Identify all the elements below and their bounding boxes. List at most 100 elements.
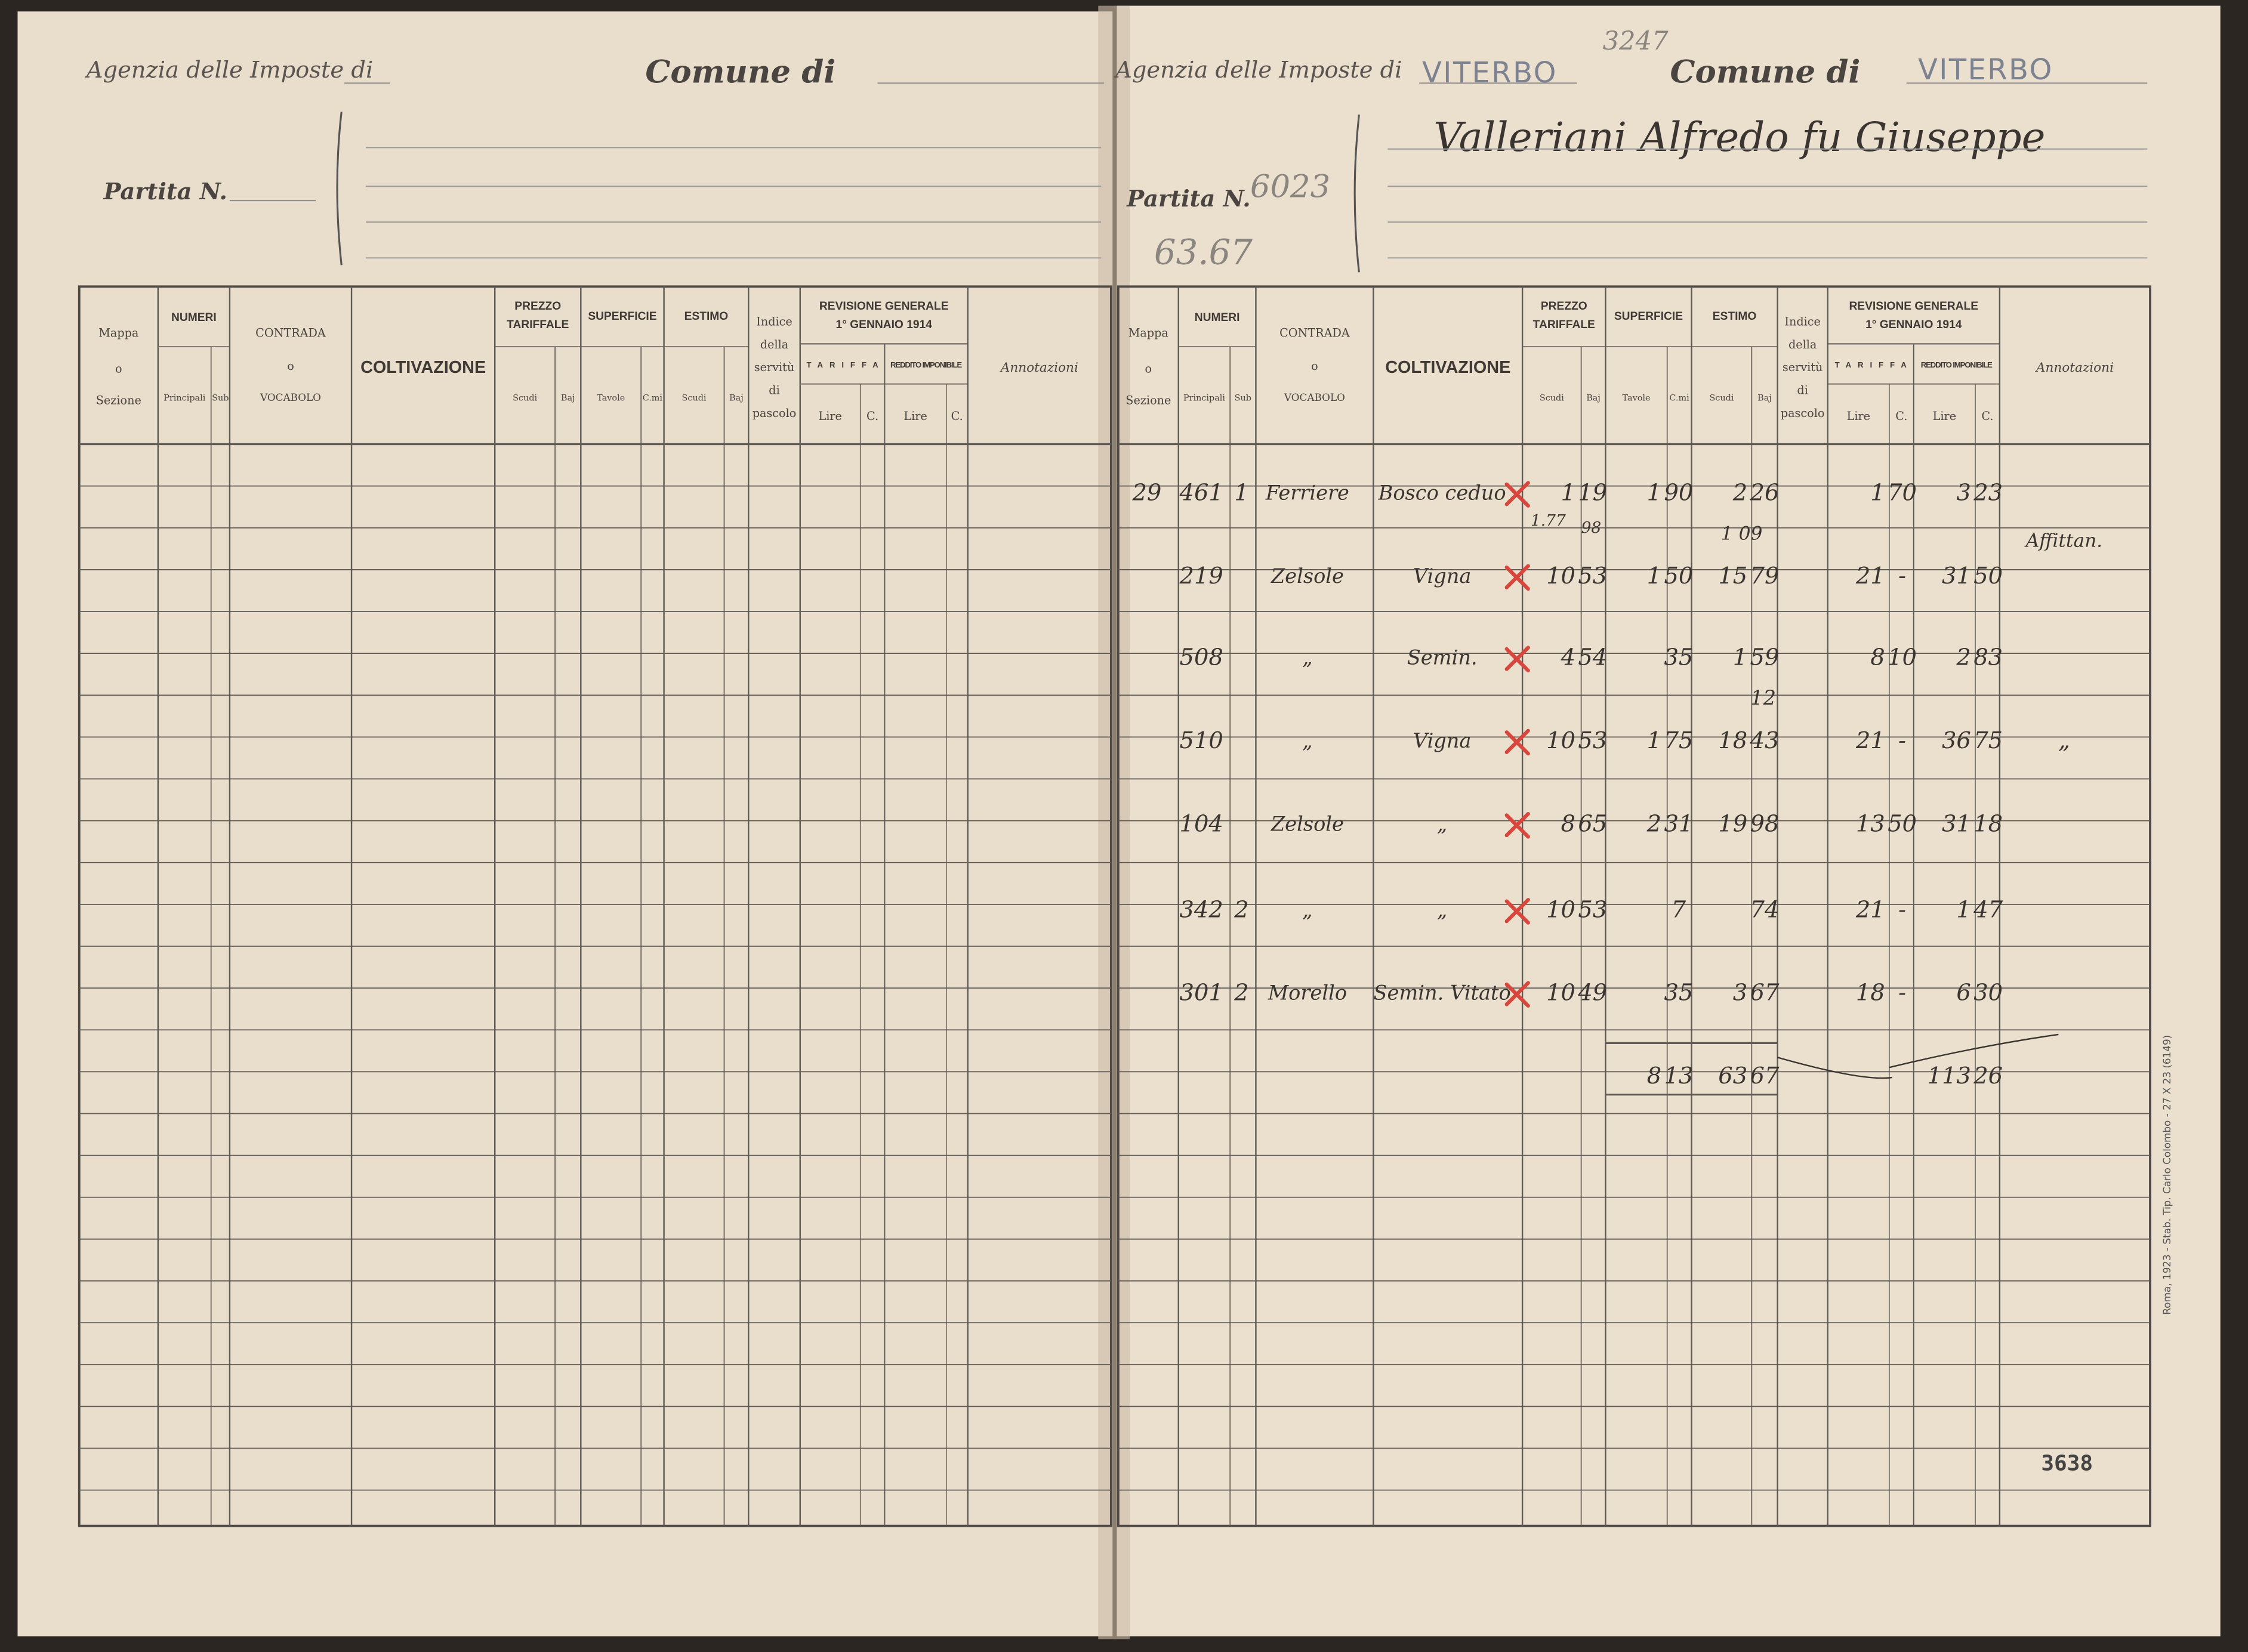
column-header: C.mi: [1669, 394, 1689, 403]
column-header: o: [1145, 362, 1152, 376]
printer-note: Roma, 1923 - Stab. Tip. Carlo Colombo - …: [2161, 1035, 2173, 1315]
cancel-mark: [1504, 564, 1530, 591]
column-header: REVISIONE GENERALE: [819, 300, 949, 313]
handwritten-prezzo-scudi: 1: [1561, 480, 1575, 507]
handwritten-reddito-lire: 31: [1942, 810, 1971, 837]
column-header: VOCABOLO: [260, 391, 321, 403]
handwritten-tariffa-c: 50: [1888, 810, 1917, 837]
handwritten-prezzo-baj: 53: [1578, 896, 1607, 923]
handwritten-prezzo-scudi: 10: [1546, 980, 1575, 1006]
column-header: SUPERFICIE: [588, 310, 656, 323]
handwritten-total: 113: [1928, 1063, 1971, 1089]
column-header: Baj: [1757, 394, 1772, 403]
handwritten-tariffa-c: -: [1898, 896, 1906, 923]
column-header: Indice: [1784, 314, 1821, 328]
cancel-mark: [1504, 646, 1530, 673]
handwritten-total: 8: [1647, 1063, 1661, 1089]
column-header: COLTIVAZIONE: [1385, 358, 1510, 377]
table-frame: [78, 285, 1112, 1527]
cancel-mark: [1504, 981, 1530, 1008]
column-header: PREZZO: [514, 300, 561, 313]
handwritten-numero: 510: [1180, 727, 1223, 754]
handwritten-estimo-baj: 79: [1750, 563, 1780, 589]
handwritten-estimo-scudi: 15: [1718, 563, 1747, 589]
handwritten-reddito-c: 18: [1973, 810, 2003, 837]
column-header: Lire: [818, 409, 841, 423]
handwritten-reddito-lire: 2: [1956, 644, 1971, 671]
agency-label: Agenzia delle Imposte di: [85, 57, 373, 84]
partita-number: 6023: [1250, 169, 1330, 205]
handwritten-reddito-lire: 31: [1942, 563, 1971, 589]
handwritten-prezzo-baj: 53: [1578, 563, 1607, 589]
column-header: NUMERI: [171, 311, 217, 324]
partita-label: Partita N.: [1126, 186, 1250, 212]
cancel-mark: [1504, 811, 1530, 839]
handwritten-mappa: 29: [1131, 480, 1161, 507]
handwritten-reddito-lire: 36: [1942, 727, 1971, 754]
column-header: Principali: [1183, 394, 1225, 403]
handwritten-tariffa-c: 70: [1888, 480, 1917, 507]
handwritten-centiare: 31: [1664, 810, 1693, 837]
column-header: TARIFFALE: [507, 319, 569, 331]
handwritten-prezzo-scudi: 10: [1546, 563, 1575, 589]
handwritten-annotazioni: „: [2058, 727, 2070, 754]
column-header: di: [1797, 384, 1808, 397]
column-header: pascolo: [1781, 406, 1825, 420]
column-header: SUPERFICIE: [1614, 310, 1683, 323]
column-header: o: [287, 359, 294, 373]
column-header: Scudi: [513, 394, 537, 403]
column-header: ESTIMO: [684, 310, 729, 323]
marginal-note: 12: [1750, 686, 1776, 709]
column-header: REVISIONE GENERALE: [1849, 300, 1978, 313]
handwritten-prezzo-baj: 65: [1578, 810, 1607, 837]
handwritten-estimo-scudi: 3: [1733, 980, 1747, 1006]
handwritten-tariffa-lire: 18: [1856, 980, 1885, 1006]
marginal-note: 1 09: [1721, 523, 1763, 544]
handwritten-contrada: Zelsole: [1271, 564, 1344, 588]
handwritten-sub: 2: [1234, 896, 1248, 923]
handwritten-prezzo-scudi: 8: [1561, 810, 1575, 837]
cancel-mark: [1504, 481, 1530, 508]
partita-note: 63.67: [1154, 232, 1253, 272]
marginal-note: 98: [1581, 518, 1602, 537]
handwritten-coltivazione: Semin. Vitato: [1374, 981, 1511, 1005]
column-header: Annotazioni: [2035, 360, 2114, 375]
handwritten-tariffa-c: -: [1898, 727, 1906, 754]
column-header: COLTIVAZIONE: [360, 358, 486, 377]
handwritten-reddito-c: 50: [1973, 563, 2003, 589]
handwritten-prezzo-baj: 19: [1578, 480, 1607, 507]
handwritten-prezzo-scudi: 4: [1561, 644, 1575, 671]
handwritten-tariffa-lire: 21: [1855, 563, 1885, 589]
bracket: [1353, 114, 1360, 273]
handwritten-numero: 104: [1180, 810, 1223, 837]
column-header: Lire: [903, 409, 927, 423]
comune-stamp: VITERBO: [1918, 53, 2053, 87]
column-header: NUMERI: [1195, 311, 1240, 324]
column-header: Lire: [1933, 409, 1956, 423]
handwritten-centiare: 35: [1664, 644, 1693, 671]
handwritten-reddito-c: 75: [1973, 727, 2003, 754]
column-header: Scudi: [682, 394, 707, 403]
handwritten-reddito-c: 30: [1973, 980, 2003, 1006]
marginal-note: Affittan.: [2024, 530, 2102, 551]
column-header: Sub: [1235, 394, 1251, 403]
column-header: REDDITO IMPONIBILE: [1921, 360, 1993, 369]
column-header: C.: [866, 409, 878, 423]
handwritten-estimo-scudi: 18: [1718, 727, 1747, 754]
column-header: Sezione: [1125, 393, 1171, 407]
handwritten-reddito-c: 83: [1973, 644, 2003, 671]
handwritten-reddito-c: 47: [1973, 896, 2003, 923]
handwritten-reddito-lire: 1: [1956, 896, 1971, 923]
handwritten-numero: 301: [1180, 980, 1223, 1006]
handwritten-reddito-lire: 6: [1956, 980, 1971, 1006]
handwritten-centiare: 75: [1664, 727, 1693, 754]
column-header: TARIFFALE: [1533, 319, 1595, 331]
column-header: Scudi: [1540, 394, 1564, 403]
handwritten-tavole: 1: [1647, 563, 1661, 589]
owner-name: Valleriani Alfredo fu Giuseppe: [1433, 114, 2045, 160]
handwritten-contrada: Ferriere: [1265, 481, 1349, 505]
column-header: C.: [1981, 409, 1993, 423]
column-header: servitù: [754, 360, 794, 374]
column-header: Indice: [756, 314, 792, 328]
